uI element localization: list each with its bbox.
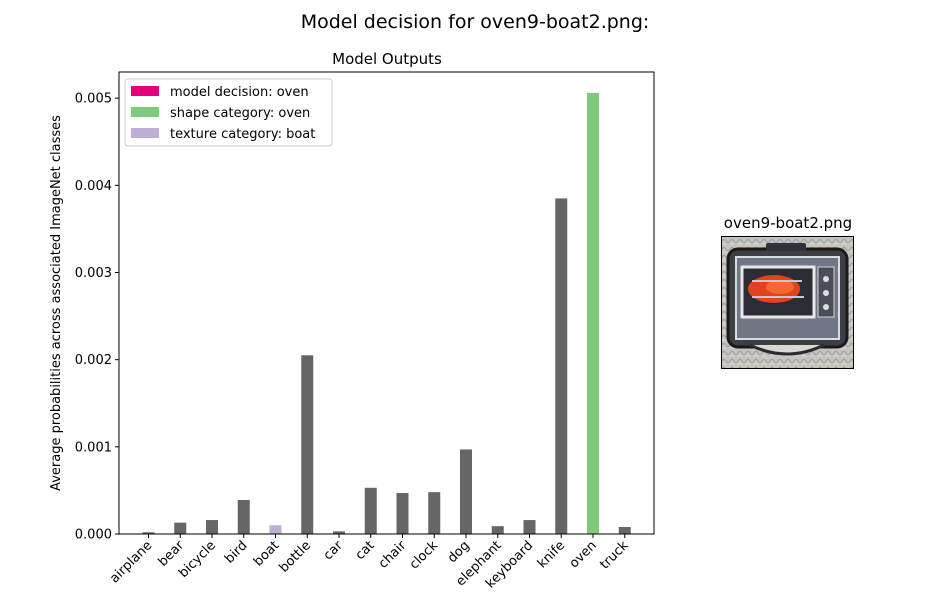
bar-clock [428, 492, 441, 534]
legend-label-texture-category: texture category: boat [170, 127, 315, 142]
y-tick-label-4: 0.004 [75, 179, 112, 194]
x-tick-label-chair: chair [376, 538, 410, 572]
x-tick-label-airplane: airplane [107, 538, 155, 586]
y-axis: 0.000 0.001 0.002 0.003 0.004 0.005 [75, 92, 119, 543]
bar-bird [237, 500, 250, 534]
x-tick-label-dog: dog [445, 538, 473, 566]
y-tick-label-0: 0.000 [75, 528, 112, 543]
bar-airplane [142, 532, 155, 534]
x-tick-label-oven: oven [567, 538, 600, 571]
legend-swatch-shape-category [131, 107, 159, 117]
bar-cat [364, 487, 377, 534]
x-tick-label-bird: bird [222, 538, 250, 566]
bar-knife [555, 198, 568, 534]
y-axis-label: Average probabilities across associated … [49, 115, 64, 491]
x-tick-label-knife: knife [535, 538, 568, 571]
legend-label-model-decision: model decision: oven [170, 85, 309, 100]
x-tick-label-truck: truck [597, 538, 632, 573]
bar-car [333, 531, 345, 534]
bar-bicycle [206, 520, 218, 534]
image-panel-title: oven9-boat2.png [724, 214, 852, 232]
bar-keyboard [523, 520, 536, 534]
plot-frame [118, 71, 655, 535]
bars-group [142, 92, 631, 535]
legend-frame [124, 78, 333, 147]
bar-bear [174, 522, 187, 534]
legend-swatch-model-decision [131, 86, 159, 96]
chart-title: Model Outputs [332, 50, 442, 68]
bar-dog [460, 449, 472, 534]
x-tick-label-cat: cat [353, 538, 378, 563]
y-tick-label-5: 0.005 [75, 92, 112, 107]
legend: model decision: oven shape category: oven… [124, 78, 333, 147]
x-tick-label-clock: clock [407, 538, 442, 573]
legend-swatch-texture-category [131, 128, 159, 138]
y-tick-label-3: 0.003 [75, 266, 112, 281]
stylized-oven-image [722, 237, 853, 368]
legend-label-shape-category: shape category: oven [170, 106, 310, 121]
figure-title: Model decision for oven9-boat2.png: [301, 11, 650, 33]
y-tick-label-2: 0.002 [75, 353, 112, 368]
x-tick-label-bottle: bottle [277, 538, 314, 575]
bar-chair [396, 493, 409, 534]
y-tick-label-1: 0.001 [75, 440, 112, 455]
bar-boat [269, 525, 282, 534]
bar-bottle [301, 355, 314, 534]
bar-truck [618, 527, 631, 534]
bar-elephant [491, 526, 504, 534]
stimulus-image [721, 236, 854, 369]
x-tick-label-car: car [321, 538, 347, 564]
bar-oven [587, 92, 599, 535]
